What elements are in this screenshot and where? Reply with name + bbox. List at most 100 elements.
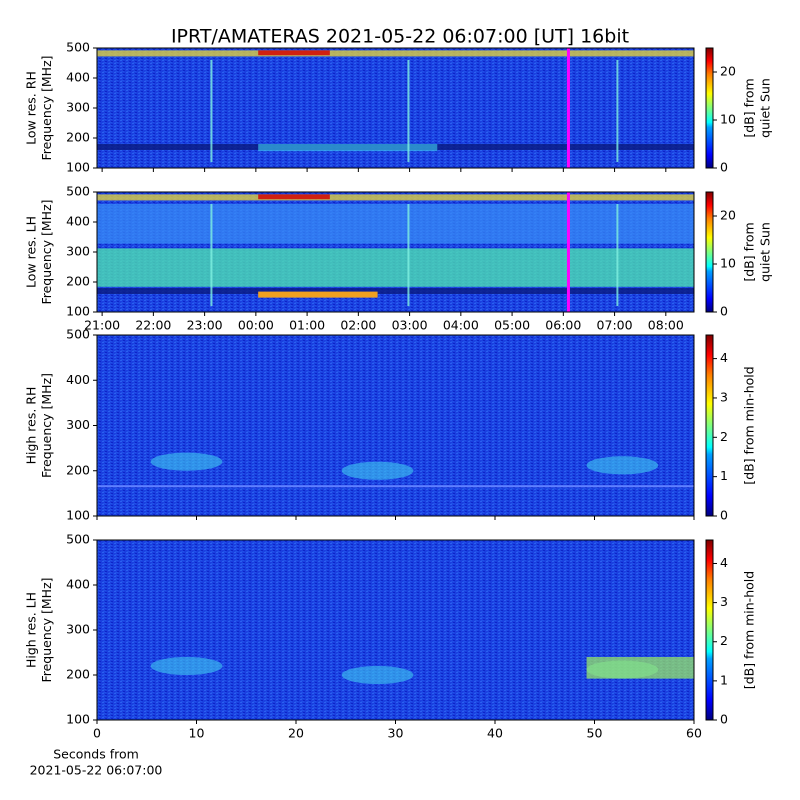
spectrogram-band [97,204,694,244]
colorbar-tick-label: 0 [720,160,728,175]
y-tick-label: 200 [66,462,90,477]
colorbar-tick-label: 10 [720,112,736,127]
spectrogram-band [97,194,694,201]
colorbar-tick-label: 20 [720,208,736,223]
y-tick-label: 500 [66,532,90,547]
y-tick-label: 500 [66,327,90,342]
y-axis-label: High res. LH [24,592,39,668]
x-tick-label: 02:00 [340,318,376,333]
y-tick-label: 400 [66,214,90,229]
y-tick-label: 400 [66,577,90,592]
spectrogram-blob [150,657,223,675]
y-tick-label: 300 [66,244,90,259]
colorbar-tick-label: 1 [720,468,728,483]
colorbar-label: quiet Sun [758,78,773,138]
colorbar-label: [dB] from [742,222,757,281]
y-tick-label: 500 [66,40,90,55]
x-tick-label: 22:00 [135,318,171,333]
x-axis-label: 2021-05-22 06:07:00 [30,763,163,778]
x-tick-label: 50 [587,726,603,741]
y-tick-label: 200 [66,130,90,145]
x-tick-label: 10 [189,726,205,741]
colorbar [705,191,714,313]
colorbar-label: [dB] from min-hold [742,571,757,689]
y-tick-label: 100 [66,712,90,727]
x-tick-label: 03:00 [392,318,428,333]
colorbar-tick-label: 20 [720,64,736,79]
spectrogram-blob [586,456,659,475]
spectrogram-band [97,288,694,294]
colorbar-tick-label: 0 [720,712,728,727]
x-tick-label: 05:00 [494,318,530,333]
spectrogram-burst [616,204,619,306]
spectrogram-band [258,144,438,152]
chart-title: IPRT/AMATERAS 2021-05-22 06:07:00 [UT] 1… [171,26,629,48]
x-tick-label: 00:00 [238,318,274,333]
colorbar-tick-label: 4 [720,555,728,570]
spectrogram-band [97,248,694,287]
x-axis-label: Seconds from [53,747,139,762]
spectrogram-band [97,485,694,488]
y-tick-label: 300 [66,622,90,637]
colorbar-tick-label: 3 [720,389,728,404]
spectrogram-blob [341,461,414,480]
spectrogram-band [97,50,694,57]
y-tick-label: 200 [66,274,90,289]
x-tick-label: 40 [487,726,503,741]
spectrogram-band [586,657,694,679]
x-tick-label: 0 [93,726,101,741]
x-tick-label: 23:00 [187,318,223,333]
colorbar-tick-label: 0 [720,304,728,319]
spectrogram-band [258,194,330,200]
x-tick-label: 08:00 [648,318,684,333]
spectrogram-burst [210,60,213,162]
x-tick-label: 06:00 [545,318,581,333]
colorbar [705,539,714,721]
y-tick-label: 100 [66,508,90,523]
colorbar-label: quiet Sun [758,222,773,282]
x-tick-label: 07:00 [597,318,633,333]
y-tick-label: 400 [66,372,90,387]
spectrogram-band [258,50,330,56]
spectrogram-burst [616,60,619,162]
colorbar-tick-label: 2 [720,429,728,444]
y-tick-label: 200 [66,667,90,682]
y-axis-label: Frequency [MHz] [39,577,54,682]
y-axis-label: High res. RH [24,387,39,465]
x-tick-label: 21:00 [84,318,120,333]
x-tick-label: 01:00 [289,318,325,333]
y-axis-label: Frequency [MHz] [39,55,54,160]
x-tick-label: 30 [388,726,404,741]
spectrogram-burst [407,60,410,162]
y-tick-label: 100 [66,304,90,319]
spectrogram-image [97,540,694,720]
spectrogram-band [258,291,378,298]
spectrogram-blob [341,666,414,684]
spectrogram-burst [407,204,410,306]
x-tick-label: 60 [686,726,702,741]
y-axis-label: Low res. RH [24,71,39,145]
y-tick-label: 100 [66,160,90,175]
colorbar-tick-label: 1 [720,672,728,687]
y-tick-label: 400 [66,70,90,85]
y-axis-label: Frequency [MHz] [39,373,54,478]
x-tick-label: 20 [288,726,304,741]
colorbar [705,334,714,517]
colorbar-tick-label: 2 [720,633,728,648]
colorbar-tick-label: 10 [720,256,736,271]
y-axis-label: Low res. LH [24,216,39,288]
y-tick-label: 300 [66,417,90,432]
spectrogram-burst [210,204,213,306]
spectrogram-image [97,335,694,516]
colorbar-tick-label: 0 [720,508,728,523]
colorbar [705,47,714,169]
colorbar-tick-label: 3 [720,594,728,609]
y-tick-label: 300 [66,100,90,115]
y-axis-label: Frequency [MHz] [39,199,54,304]
colorbar-label: [dB] from min-hold [742,366,757,484]
y-tick-label: 500 [66,184,90,199]
x-tick-label: 04:00 [443,318,479,333]
colorbar-tick-label: 4 [720,350,728,365]
colorbar-label: [dB] from [742,78,757,137]
